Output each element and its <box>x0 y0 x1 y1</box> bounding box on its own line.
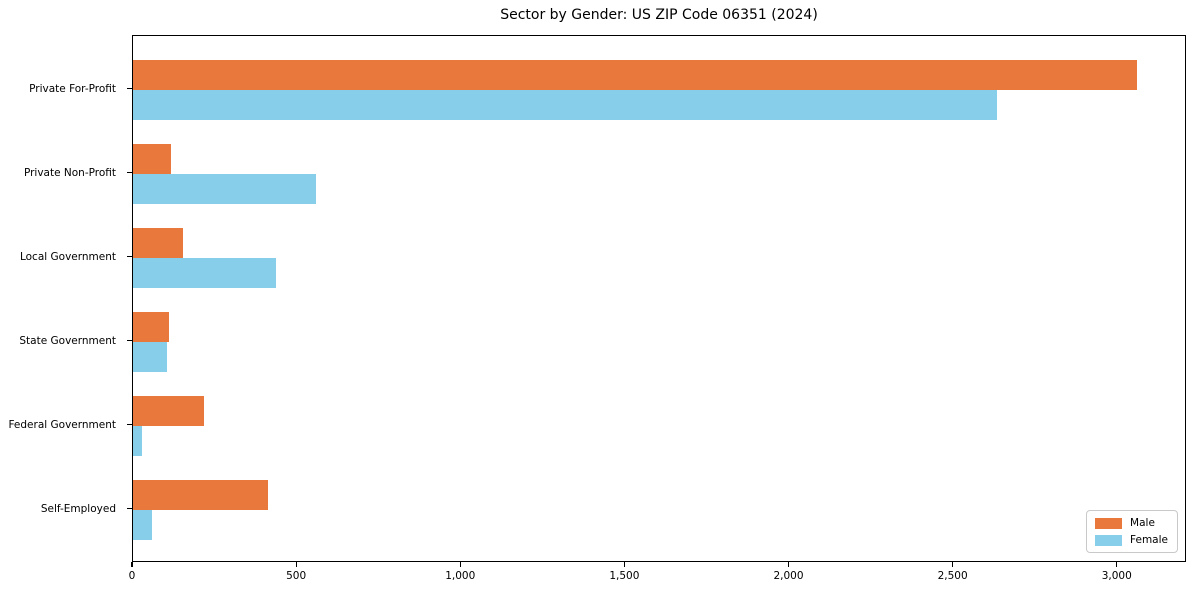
bar-female-self-employed <box>133 509 152 540</box>
bar-male-private-non-profit <box>133 143 172 174</box>
y-tick-label-private-non-profit: Private Non-Profit <box>23 166 116 179</box>
bar-male-self-employed <box>133 479 268 510</box>
x-tick-mark <box>459 562 461 567</box>
x-tick-mark <box>295 562 297 567</box>
bar-male-federal-government <box>133 395 204 426</box>
y-tick-mark <box>127 508 132 510</box>
x-tick-label-2-500: 2,500 <box>937 570 968 582</box>
bar-female-private-non-profit <box>133 173 316 204</box>
x-tick-label-1-500: 1,500 <box>609 570 640 582</box>
bar-female-state-government <box>133 341 167 372</box>
x-tick-mark <box>131 562 133 567</box>
male-series-swatch-icon <box>1095 517 1123 529</box>
legend-item-female: Female <box>1095 534 1168 546</box>
y-tick-mark <box>127 340 132 342</box>
bar-male-private-for-profit <box>133 59 1137 90</box>
y-tick-label-federal-government: Federal Government <box>8 418 116 431</box>
chart-plot-area: Male Female <box>132 35 1186 562</box>
legend-label-female: Female <box>1130 534 1168 546</box>
legend: Male Female <box>1086 510 1178 553</box>
x-tick-mark <box>787 562 790 567</box>
y-tick-mark <box>127 424 132 426</box>
x-tick-label-3-000: 3,000 <box>1101 570 1132 582</box>
y-tick-mark <box>127 256 132 258</box>
x-tick-label-0: 0 <box>128 570 136 582</box>
y-tick-mark <box>127 172 132 174</box>
y-tick-mark <box>127 88 132 90</box>
x-tick-mark <box>952 562 954 567</box>
legend-label-male: Male <box>1130 517 1155 529</box>
x-tick-mark <box>623 562 625 567</box>
y-tick-label-self-employed: Self-Employed <box>40 502 116 515</box>
y-tick-label-private-for-profit: Private For-Profit <box>29 82 116 95</box>
bar-male-local-government <box>133 227 183 258</box>
female-series-swatch-icon <box>1095 534 1123 546</box>
y-tick-label-state-government: State Government <box>19 334 116 347</box>
bar-female-private-for-profit <box>133 89 997 120</box>
bar-female-local-government <box>133 257 277 288</box>
x-tick-mark <box>1116 562 1118 567</box>
y-axis-labels: Private For-Profit Private Non-Profit Loca… <box>0 35 124 562</box>
x-tick-label-1-000: 1,000 <box>445 570 476 582</box>
legend-item-male: Male <box>1095 517 1168 529</box>
chart-title: Sector by Gender: US ZIP Code 06351 (202… <box>500 7 818 23</box>
x-tick-label-2-000: 2,000 <box>773 570 804 582</box>
x-tick-label-500: 500 <box>286 570 307 582</box>
bar-female-federal-government <box>133 425 142 456</box>
y-tick-label-local-government: Local Government <box>19 250 116 263</box>
bar-male-state-government <box>133 311 170 342</box>
